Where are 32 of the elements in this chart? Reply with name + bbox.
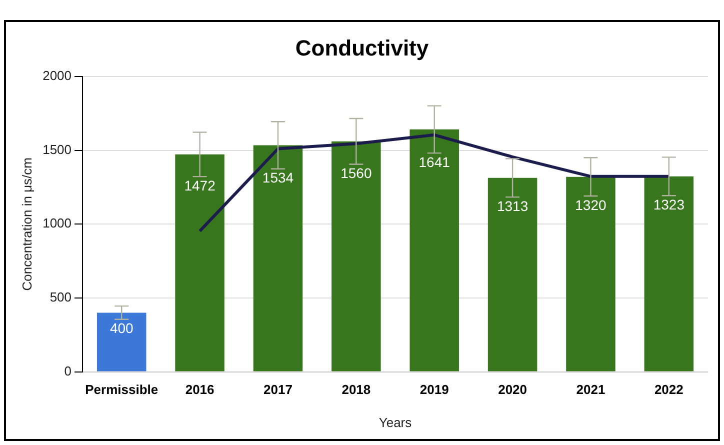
data-label: 1534 xyxy=(262,170,294,186)
y-tick-label: 2000 xyxy=(42,68,72,83)
x-axis-title: Years xyxy=(378,414,412,430)
bar xyxy=(96,312,146,372)
x-tick-label: 2022 xyxy=(654,382,684,398)
bar xyxy=(332,141,381,372)
y-tick-label: 0 xyxy=(64,363,72,378)
x-tick-label: 2018 xyxy=(342,382,371,398)
x-tick-label: Permissible xyxy=(85,382,158,398)
x-tick-label: 2020 xyxy=(498,382,527,398)
data-label: 1323 xyxy=(653,196,685,212)
data-label: 400 xyxy=(110,320,134,336)
data-label: 1320 xyxy=(575,196,607,213)
bar xyxy=(410,129,459,372)
bar xyxy=(175,154,224,372)
bar xyxy=(644,176,694,372)
x-tick-label: 2016 xyxy=(185,382,214,398)
bar xyxy=(253,145,303,372)
data-label: 1313 xyxy=(496,198,528,214)
data-label: 1560 xyxy=(340,165,372,182)
bar xyxy=(566,176,616,372)
data-label: 1641 xyxy=(418,154,450,170)
x-tick-label: 2017 xyxy=(264,382,292,398)
x-tick-label: 2021 xyxy=(576,382,606,398)
y-tick-label: 500 xyxy=(50,290,72,305)
x-tick-label: 2019 xyxy=(420,382,449,398)
y-tick-label: 1000 xyxy=(42,216,72,231)
y-axis-title: Concentration in μs/cm xyxy=(19,157,34,291)
bar xyxy=(488,178,538,372)
chart-title: Conductivity xyxy=(295,35,430,60)
y-tick-label: 1500 xyxy=(42,142,72,157)
data-label: 1472 xyxy=(184,177,216,194)
